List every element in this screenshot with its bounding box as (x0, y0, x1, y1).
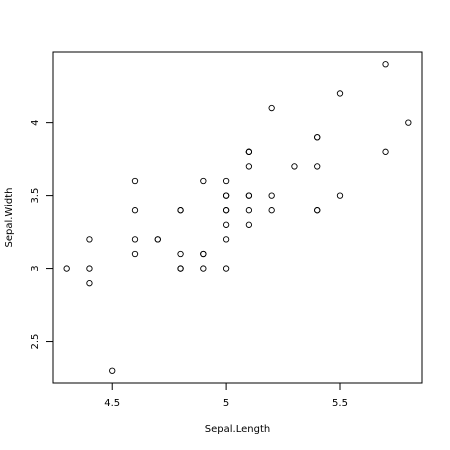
y-tick-label: 3 (30, 265, 41, 271)
point (382, 148, 389, 155)
point (222, 207, 230, 214)
point (131, 236, 139, 243)
x-tick-label: 4.5 (104, 398, 120, 409)
point (222, 236, 230, 243)
point (86, 280, 93, 287)
point (131, 177, 139, 185)
y-tick-label: 4 (30, 119, 41, 125)
point (222, 221, 230, 228)
point (86, 265, 93, 272)
x-tick-label: 5 (223, 398, 229, 409)
x-tick-label: 5.5 (332, 398, 348, 409)
point (177, 250, 184, 258)
point (222, 192, 230, 199)
point (131, 207, 139, 214)
point (245, 192, 253, 199)
point (336, 90, 344, 97)
point (268, 207, 275, 214)
point (245, 221, 253, 228)
point (177, 265, 184, 272)
point (382, 61, 389, 68)
point (314, 163, 321, 170)
y-tick-label: 2.5 (30, 334, 41, 350)
point (314, 207, 321, 214)
point (245, 148, 253, 155)
point (131, 250, 139, 258)
point (177, 207, 184, 214)
point (109, 367, 116, 374)
point (314, 134, 321, 141)
point (336, 192, 344, 199)
point (268, 192, 275, 199)
point (154, 236, 161, 243)
plot-box (52, 51, 423, 384)
point (200, 177, 207, 185)
point (405, 119, 412, 126)
point (63, 265, 70, 272)
point (268, 104, 275, 112)
x-axis-label: Sepal.Length (205, 424, 270, 435)
point (222, 177, 230, 185)
y-axis-label: Sepal.Width (4, 188, 15, 248)
point (245, 207, 253, 214)
point (222, 265, 230, 272)
point (200, 250, 207, 258)
point (291, 163, 298, 170)
point (245, 163, 253, 170)
point (86, 236, 93, 243)
y-tick-label: 3.5 (30, 188, 41, 204)
point (200, 265, 207, 272)
